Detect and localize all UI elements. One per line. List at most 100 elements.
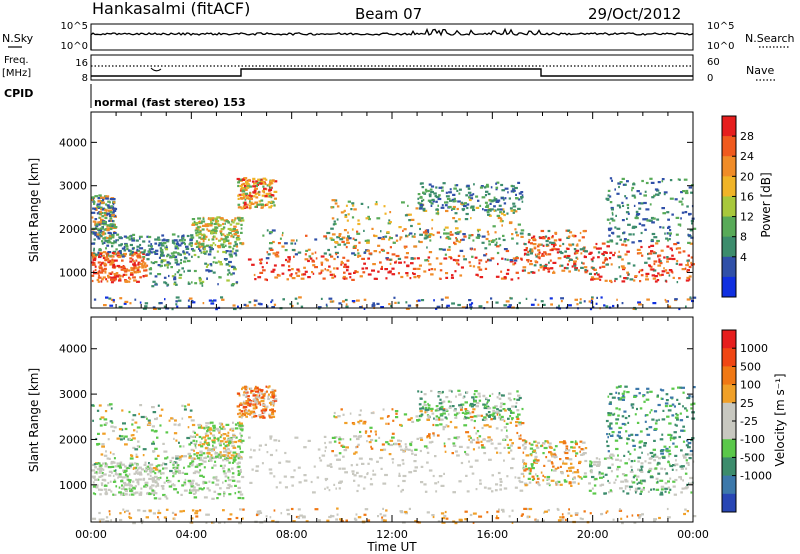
vel-data-cell [439,406,442,410]
vel-data-cell [110,425,114,428]
power-data-cell [282,298,285,301]
vel-data-cell [214,460,217,463]
power-data-cell [382,236,385,239]
vel-data-cell [201,443,205,446]
power-data-cell [116,254,121,257]
power-data-cell [130,237,133,240]
power-data-cell [517,198,521,201]
vel-data-cell [431,440,434,443]
power-data-cell [129,273,134,276]
vel-data-cell [187,403,190,406]
power-data-cell [611,179,613,182]
power-data-cell [178,276,182,279]
vel-data-cell [364,431,367,434]
power-data-cell [458,192,461,195]
power-data-cell [657,264,662,267]
power-data-cell [486,230,489,233]
vel-data-cell [202,482,205,485]
power-data-cell [224,237,228,240]
vel-data-cell [660,467,664,470]
power-data-cell [271,299,274,302]
vel-data-cell [395,412,398,415]
power-data-cell [112,220,115,223]
vel-data-cell [530,463,534,466]
power-data-cell [520,235,524,238]
power-data-cell [406,274,409,277]
vel-data-cell [250,387,253,390]
power-data-cell [241,193,245,196]
power-data-cell [212,271,216,274]
power-data-cell [666,257,670,260]
vel-data-cell [302,515,306,518]
vel-data-cell [649,476,654,479]
power-data-cell [211,300,214,303]
vel-data-cell [139,491,143,494]
vel-data-cell [464,412,468,415]
vel-data-cell [451,390,453,393]
power-data-cell [422,198,425,202]
power-data-cell [231,265,235,268]
power-data-cell [345,204,348,207]
power-data-cell [219,230,223,233]
power-data-cell [165,246,168,249]
vel-data-cell [438,475,443,478]
vel-data-cell [129,438,133,441]
vel-data-cell [515,424,518,427]
power-data-cell [111,219,114,223]
vel-data-cell [244,412,248,415]
vel-data-cell [655,488,660,491]
power-data-cell [521,200,524,203]
power-data-cell [525,247,528,250]
vel-data-cell [581,517,584,521]
power-data-cell [446,304,450,307]
power-data-cell [681,197,684,200]
vel-data-cell [151,442,155,445]
power-data-cell [191,255,193,258]
power-data-cell [684,191,689,195]
power-data-cell [215,261,218,264]
vel-data-cell [554,445,558,448]
vel-data-cell [215,475,218,479]
power-data-cell [333,220,336,223]
power-data-cell [549,267,554,270]
vel-data-cell [248,436,251,439]
power-data-cell [678,307,681,311]
power-data-cell [597,251,601,254]
vel-data-cell [658,516,661,520]
vel-data-cell [620,517,623,520]
vel-data-cell [95,486,99,489]
vel-data-cell [655,477,659,480]
power-data-cell [413,245,418,248]
power-data-cell [331,217,335,220]
power-data-cell [656,218,660,221]
vel-data-cell [150,469,154,472]
power-data-cell [307,259,310,263]
power-data-cell [681,203,684,206]
power-data-cell [115,248,118,251]
vel-data-cell [98,470,103,473]
vel-data-cell [474,395,478,399]
vel-data-cell [542,474,545,477]
vel-data-cell [671,387,675,390]
power-data-cell [338,233,342,236]
vel-data-cell [107,438,110,441]
power-data-cell [255,181,258,184]
vel-data-cell [172,462,175,465]
power-data-cell [98,270,101,273]
vel-data-cell [260,400,265,403]
power-data-cell [380,267,383,270]
vel-data-cell [328,441,332,444]
vel-data-cell [420,407,425,410]
power-data-cell [175,283,178,286]
power-data-cell [541,252,544,256]
vel-data-cell [264,391,267,394]
vel-data-cell [617,431,621,434]
power-data-cell [607,194,610,197]
vel-data-cell [96,462,98,465]
power-data-cell [478,259,483,262]
vel-data-cell [430,409,433,412]
power-data-cell [666,245,670,248]
vel-data-cell [487,411,491,414]
vel-data-cell [628,485,633,488]
power-data-cell [422,209,426,212]
